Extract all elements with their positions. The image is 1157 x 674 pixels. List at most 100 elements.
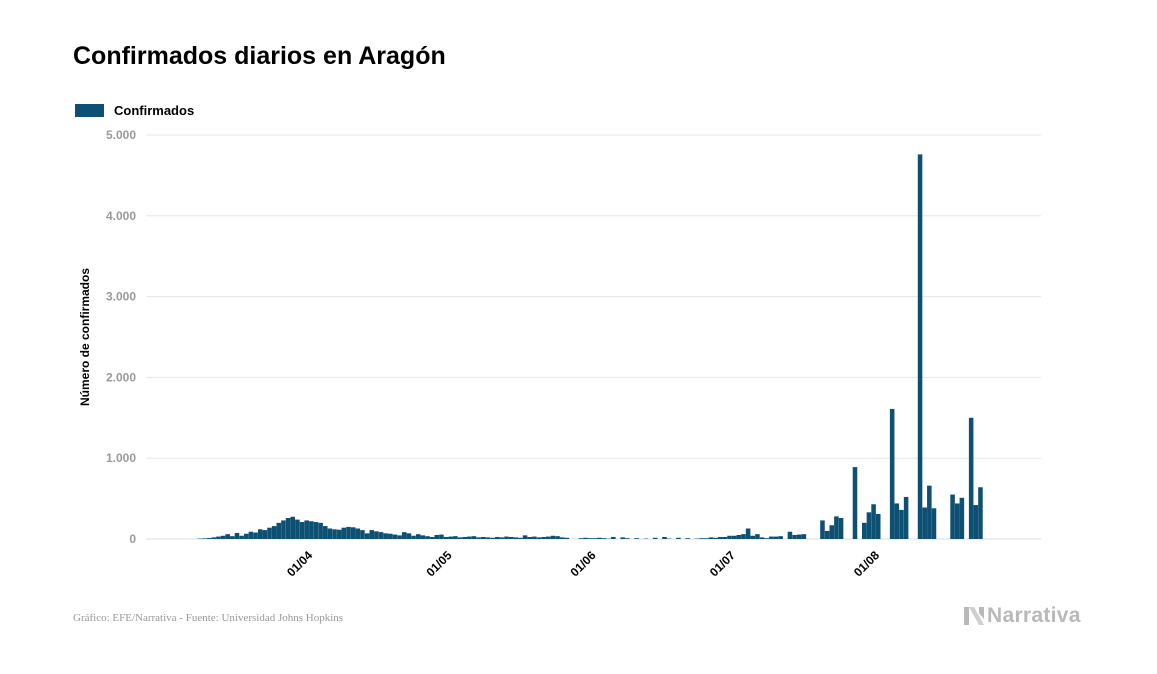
legend-swatch [75,104,104,117]
bar [439,534,444,539]
bar [411,535,416,539]
bar [564,537,570,539]
bar [276,522,282,539]
bar [243,533,249,539]
bar [494,536,500,539]
bar [360,530,365,539]
y-tick-label: 1.000 [106,451,136,465]
bar [420,535,426,539]
y-axis-title: Número de confirmados [78,268,92,406]
bar [871,504,876,539]
bar [346,526,351,539]
bar [378,532,384,539]
bar [685,538,690,539]
bar [601,538,607,539]
bar [350,527,356,539]
bar [778,536,783,539]
bar [211,537,217,539]
bar [750,535,756,539]
bar [745,528,751,539]
y-tick-label: 0 [129,532,136,546]
bar [508,536,514,539]
bar [950,494,955,539]
bar [364,533,370,539]
bar [769,536,774,539]
bar [597,537,602,539]
bar [587,538,593,539]
bar [634,538,639,539]
bar [327,528,333,539]
bar [755,534,760,539]
bar [234,532,240,539]
bar [954,503,960,539]
bar [355,528,361,539]
x-tick-label: 01/06 [567,548,598,579]
bar [559,537,565,539]
bar [852,467,858,539]
bar [625,538,630,539]
bar [285,517,291,539]
bar [708,537,714,539]
bar [499,537,505,539]
bar [336,529,342,539]
bar [322,526,328,539]
bar [787,531,793,539]
bar [388,533,393,539]
bar [267,527,272,539]
x-tick-label: 01/04 [284,548,315,579]
bar [829,525,835,539]
bar [927,485,932,539]
bar [704,538,709,539]
y-tick-label: 4.000 [106,209,136,223]
bar [541,536,546,539]
bar [959,497,965,539]
bar [262,530,268,539]
legend: Confirmados [75,103,194,118]
bar [216,536,221,539]
bar [973,505,979,539]
bar [931,508,937,539]
bar [862,522,867,539]
bar [202,538,207,539]
bar [583,537,588,539]
bar [824,530,830,539]
bar [369,530,375,539]
bar [332,529,337,539]
bar [736,534,742,539]
y-tick-label: 3.000 [106,290,136,304]
bar [536,537,542,539]
bar [592,538,598,539]
bar [397,535,402,539]
bar [448,536,454,539]
bar [968,417,974,539]
bar [248,531,254,539]
bar [532,536,537,539]
bar [480,536,486,539]
bar [313,522,319,539]
bar [555,536,560,539]
bar [225,534,230,539]
y-tick-label: 2.000 [106,370,136,384]
bar [257,529,263,539]
bar [652,537,658,539]
bar [295,519,300,539]
bar [476,537,481,539]
bar [894,503,900,539]
bar [611,536,616,539]
bar [875,513,881,539]
narrativa-n-icon [964,607,984,625]
bar [383,533,388,539]
bar [504,536,509,539]
x-tick-label: 01/08 [851,548,882,579]
bar [415,534,421,539]
bar [834,516,839,539]
bar [304,520,309,539]
bar [546,536,551,539]
source-footer: Gráfico: EFE/Narrativa - Fuente: Univers… [73,612,344,624]
bar [978,487,983,539]
bar [889,408,895,539]
bar [443,536,449,539]
bar [699,538,704,539]
bar [578,538,584,539]
bar [239,535,244,539]
